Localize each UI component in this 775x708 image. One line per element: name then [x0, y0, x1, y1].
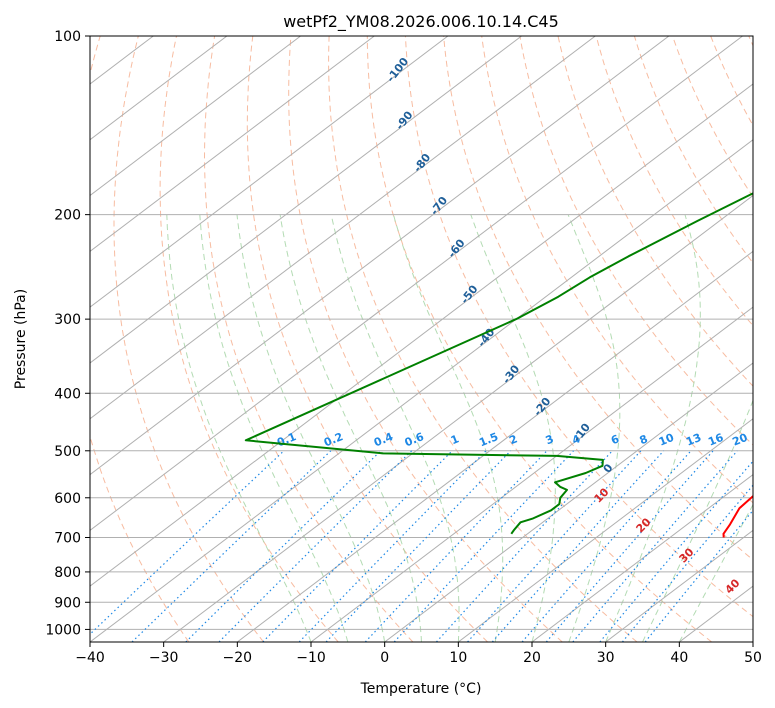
y-tick-label: 600 — [54, 491, 81, 507]
isotherm-line — [310, 306, 753, 642]
plot-frame — [89, 35, 754, 643]
mixing-ratio-line — [90, 450, 285, 635]
y-tick-label: 200 — [54, 208, 81, 224]
moist-adiabat-line — [393, 214, 504, 642]
x-tick-label: 50 — [744, 650, 762, 666]
moist-adiabat-line — [605, 214, 701, 642]
moist-adiabat-line — [236, 214, 386, 642]
mixing-ratio-line — [521, 450, 692, 642]
y-tick-label: 500 — [54, 444, 81, 460]
x-tick-label: 10 — [449, 650, 467, 666]
x-tick-label: −30 — [149, 650, 179, 666]
mixing-ratio-label: 20 — [730, 431, 749, 449]
mixing-ratio-line — [435, 450, 613, 642]
mixing-ratio-label: 2 — [507, 432, 519, 447]
dry-adiabat-line — [595, 36, 753, 327]
plot-area — [90, 36, 753, 642]
x-tick-label: 30 — [597, 650, 615, 666]
dry-adiabat-line — [288, 36, 563, 642]
y-tick-label: 400 — [54, 386, 81, 402]
isotherm-line — [90, 36, 449, 308]
isotherm-line — [457, 418, 753, 642]
x-tick-label: 20 — [523, 650, 541, 666]
moist-adiabat-line — [678, 503, 753, 642]
x-ticks: −40 −30 −20 −10 0 10 20 30 40 50 — [75, 642, 762, 666]
mixing-ratio-line — [491, 450, 665, 642]
mixing-ratio-label: 13 — [684, 431, 703, 449]
y-tick-label: 700 — [54, 531, 81, 547]
isotherm-line — [163, 194, 753, 642]
mixing-ratio-label: 10 — [657, 431, 676, 449]
x-axis-label: Temperature (°C) — [360, 681, 482, 697]
y-tick-label: 300 — [54, 312, 81, 328]
mixing-ratio-line — [262, 450, 453, 642]
y-axis-label: Pressure (hPa) — [13, 289, 29, 389]
y-tick-label: 800 — [54, 565, 81, 581]
isotherm-line — [90, 36, 522, 364]
isotherm-line — [605, 529, 753, 642]
mixing-ratio-line — [298, 450, 487, 642]
dry-adiabat-line — [113, 36, 264, 642]
profiles — [244, 192, 753, 538]
x-tick-label: −20 — [223, 650, 253, 666]
dry-adiabat-line — [481, 36, 753, 504]
y-tick-label: 1000 — [45, 622, 81, 638]
y-tick-label: 900 — [54, 595, 81, 611]
x-tick-label: −10 — [296, 650, 326, 666]
x-tick-label: −40 — [75, 650, 105, 666]
mixing-ratio-label: 16 — [706, 431, 725, 449]
isotherm-line — [236, 250, 753, 642]
mixing-ratio-line — [572, 450, 738, 642]
x-tick-label: 0 — [380, 650, 389, 666]
dry-adiabat-line — [203, 36, 414, 642]
mixing-ratio-label: 1 — [449, 432, 461, 447]
moist-adiabat-line — [199, 214, 349, 642]
isotherm-line — [90, 36, 301, 197]
chart-title: wetPf2_YM08.2026.006.10.14.C45 — [283, 12, 559, 32]
x-tick-label: 40 — [670, 650, 688, 666]
dry-adiabat-line — [404, 36, 753, 618]
dry-adiabat-line — [366, 36, 713, 642]
dewpoint-profile-line — [244, 192, 753, 535]
moist-adiabat-line — [642, 399, 753, 642]
isotherm-line — [90, 139, 753, 642]
isotherm-line — [90, 36, 228, 141]
mixing-ratio-line — [467, 450, 642, 642]
isotherm-line — [90, 36, 743, 532]
y-tick-label: 100 — [54, 29, 81, 45]
mixing-ratio-line — [325, 450, 512, 642]
mixing-ratio-label: 8 — [638, 432, 650, 447]
dry-adiabat-line — [328, 36, 638, 642]
moist-adiabat-line — [330, 214, 460, 642]
isotherm-line — [90, 36, 596, 420]
mixing-ratio-line — [364, 450, 548, 642]
mixing-ratio-line — [131, 450, 332, 642]
background-lines — [90, 36, 753, 642]
mixing-ratio-line — [393, 450, 574, 642]
isotherm-line — [384, 362, 753, 642]
y-ticks: 100 200 300 400 500 600 700 800 900 1000 — [45, 29, 90, 638]
isotherm-line — [90, 36, 670, 476]
isotherm-line — [531, 473, 753, 642]
isotherm-line — [90, 36, 375, 252]
moist-adiabat-line — [166, 214, 312, 642]
isotherm-line — [90, 83, 753, 587]
dry-adiabat-line — [443, 36, 753, 561]
mixing-ratio-label: 3 — [544, 432, 556, 447]
